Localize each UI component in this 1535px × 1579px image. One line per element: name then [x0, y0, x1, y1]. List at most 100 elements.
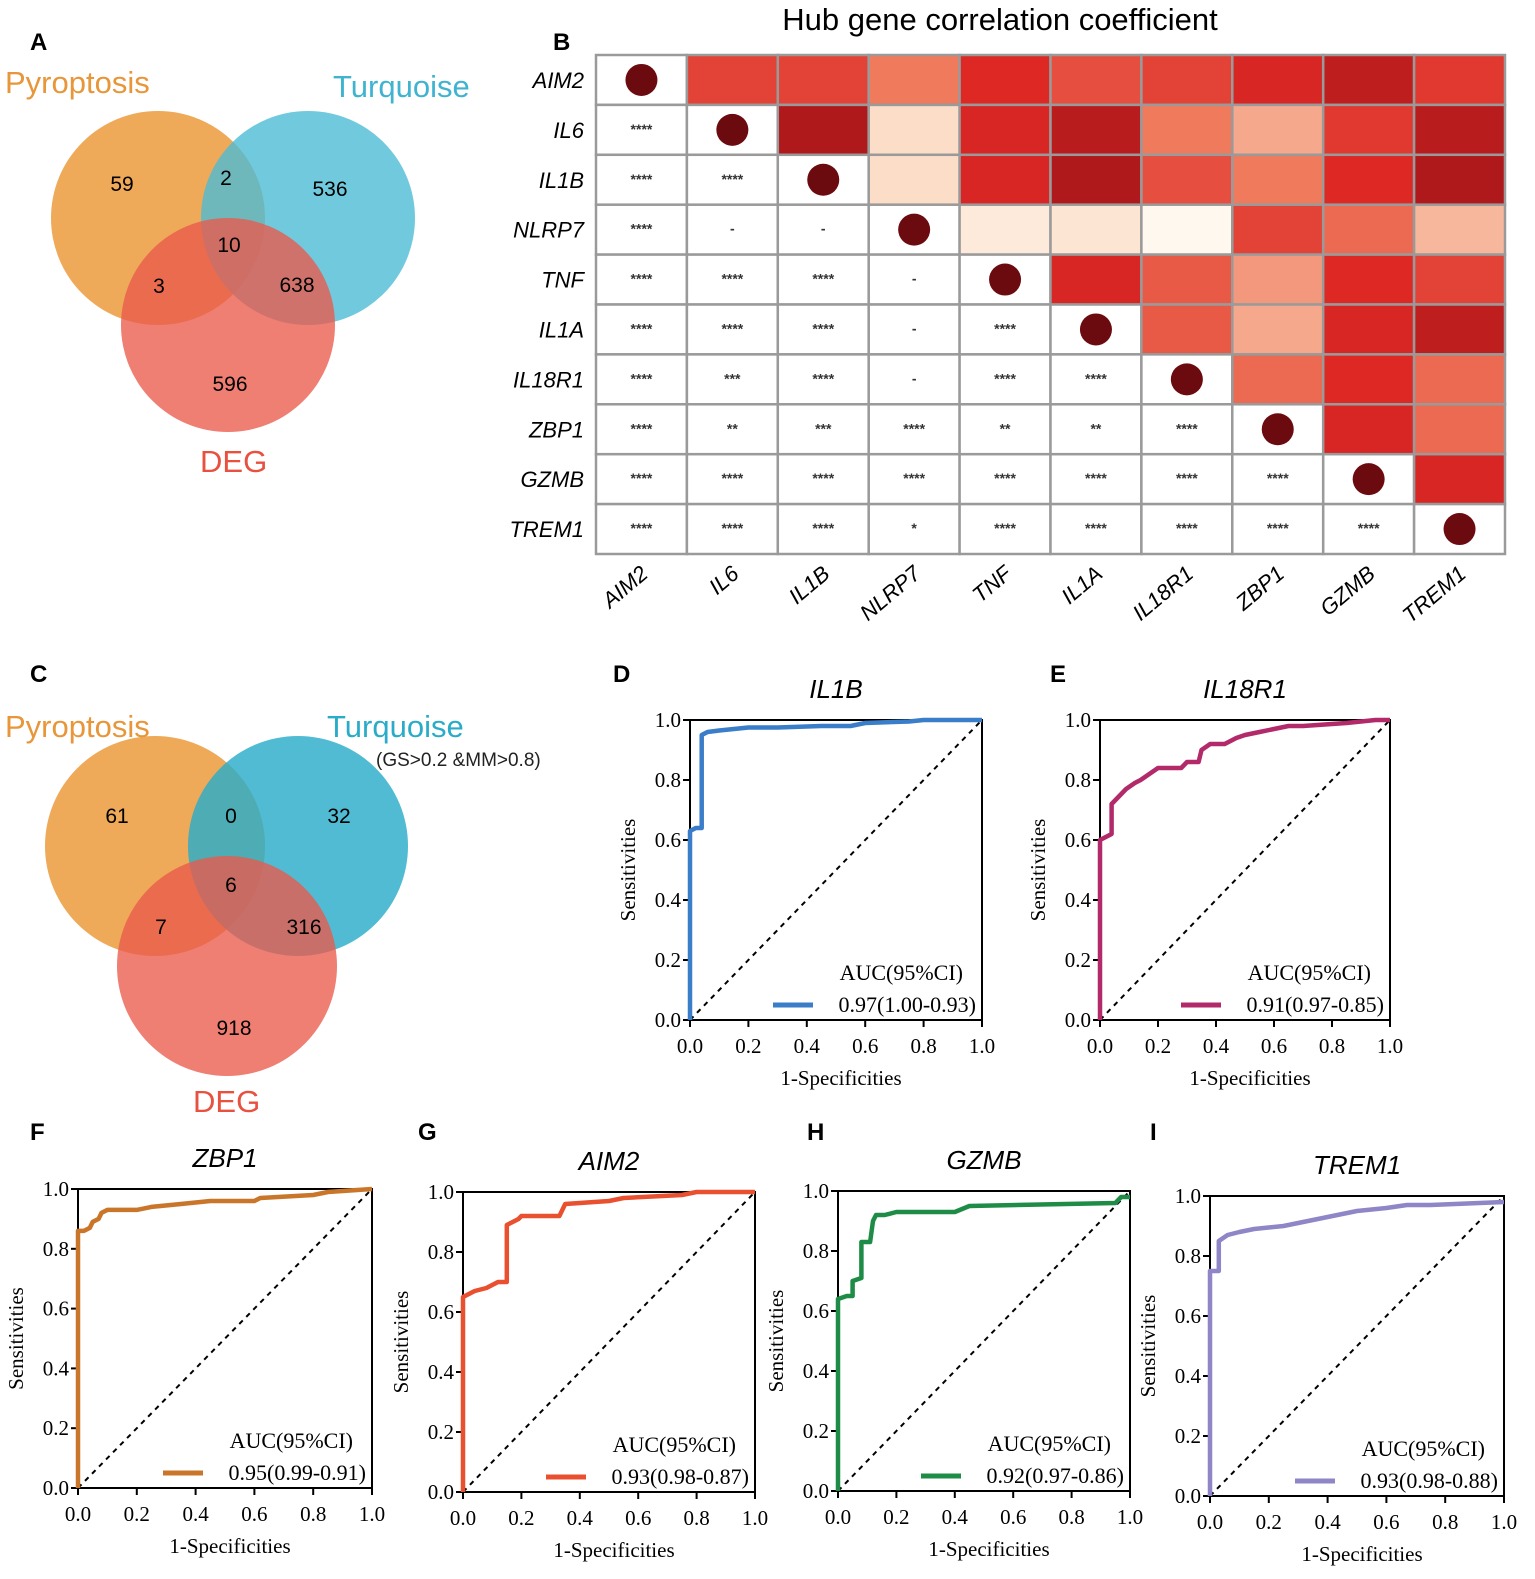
roc-y-tick-label: 0.2: [803, 1419, 829, 1443]
heatmap-significance: ****: [903, 420, 925, 436]
venn-c-deg-only: 918: [216, 1017, 251, 1040]
venn-c-pyroptosis-turquoise: 0: [225, 805, 237, 828]
heatmap-row-label: TNF: [541, 268, 585, 293]
roc-y-tick-label: 0.4: [1065, 888, 1092, 912]
roc-legend-value: 0.91(0.97-0.85): [1247, 992, 1384, 1017]
roc-reference-diagonal: [1209, 1195, 1505, 1497]
heatmap-col-label: NLRP7: [855, 560, 926, 625]
panel-label-i: I: [1150, 1119, 1157, 1146]
heatmap-cell: [1412, 103, 1507, 157]
roc-curve: [75, 1186, 373, 1488]
heatmap-significance: *: [911, 520, 917, 536]
roc-x-tick-label: 0.4: [182, 1502, 209, 1526]
heatmap-cell: [1231, 353, 1325, 406]
heatmap-significance: ***: [815, 420, 832, 436]
heatmap-cell: [1321, 502, 1416, 556]
heatmap-cell: [1321, 103, 1416, 157]
heatmap-cell: [594, 403, 689, 456]
roc-x-axis-label: 1-Specificities: [780, 1066, 901, 1090]
panel-label-h: H: [807, 1119, 824, 1146]
heatmap-cell: [1231, 303, 1325, 356]
roc-x-tick-label: 0.6: [1000, 1505, 1026, 1529]
heatmap-significance: ****: [631, 221, 653, 237]
heatmap-cell: [776, 452, 870, 506]
roc-chart-il1b: IL1B 0.00.0 0.2 0.2 0.4 0.4 0.6 0.6 0.8 0.8 1.0 1.0…: [616, 674, 995, 1090]
heatmap-significance: ****: [631, 171, 653, 187]
heatmap-significance: ****: [1176, 470, 1198, 486]
roc-x-tick-label: 0.0: [677, 1034, 703, 1058]
roc-curve: [1207, 1199, 1505, 1496]
roc-y-tick-label: 0.4: [1175, 1364, 1202, 1388]
heatmap-cell: [685, 53, 780, 107]
roc-title: AIM2: [577, 1146, 640, 1176]
heatmap-row-label: AIM2: [531, 68, 584, 93]
heatmap-col-label: TREM1: [1398, 561, 1471, 628]
heatmap-cell: [1140, 303, 1234, 356]
roc-y-tick-label: 1.0: [43, 1177, 69, 1201]
heatmap-cell: [1140, 103, 1234, 157]
venn-a-deg-label: DEG: [200, 444, 267, 479]
roc-y-tick-label: 0.0: [1175, 1484, 1201, 1508]
heatmap-cell: [776, 103, 870, 157]
heatmap-significance: ****: [812, 320, 834, 336]
roc-x-tick-label: 0.6: [241, 1502, 267, 1526]
roc-x-tick-label: 0.6: [625, 1506, 651, 1530]
heatmap-cell: [1231, 103, 1325, 157]
roc-x-tick-label: 1.0: [742, 1506, 768, 1530]
heatmap-significance: ****: [812, 370, 834, 386]
heatmap-cell: [1049, 153, 1143, 206]
roc-y-tick-label: 0.2: [1065, 948, 1091, 972]
heatmap-significance: -: [821, 221, 826, 237]
heatmap-significance: ****: [721, 470, 743, 486]
roc-title: ZBP1: [191, 1143, 257, 1173]
roc-x-tick-label: 0.0: [825, 1505, 851, 1529]
roc-y-tick-label: 0.6: [428, 1300, 454, 1324]
heatmap-significance: ****: [994, 470, 1016, 486]
heatmap-cell: [867, 502, 961, 556]
panel-label-d: D: [613, 661, 630, 688]
heatmap-cell: [1140, 253, 1234, 306]
roc-y-tick-label: 1.0: [803, 1179, 829, 1203]
roc-curve: [1097, 717, 1390, 1020]
heatmap-cell: [1321, 153, 1416, 206]
heatmap-cell: [1321, 353, 1416, 406]
heatmap-significance: ****: [721, 520, 743, 536]
roc-x-tick-label: 0.6: [852, 1034, 878, 1058]
heatmap-significance: ****: [1176, 420, 1198, 436]
roc-y-tick-label: 0.2: [1175, 1424, 1201, 1448]
roc-x-tick-label: 0.8: [1432, 1510, 1458, 1534]
roc-y-tick-label: 0.6: [1065, 828, 1091, 852]
heatmap-diagonal-dot: [1079, 313, 1112, 346]
roc-legend-value: 0.93(0.98-0.88): [1361, 1468, 1498, 1493]
roc-y-axis-label: Sensitivities: [764, 1290, 788, 1393]
heatmap-significance: ****: [631, 271, 653, 287]
heatmap-significance: ****: [1176, 520, 1198, 536]
heatmap-cell: [1412, 303, 1507, 356]
roc-x-axis-label: 1-Specificities: [169, 1534, 290, 1558]
heatmap-cell: [1231, 53, 1325, 107]
heatmap-diagonal-dot: [1170, 363, 1203, 396]
heatmap-cell: [867, 53, 961, 107]
heatmap-row-label: GZMB: [520, 467, 584, 492]
heatmap-significance: ****: [1358, 520, 1380, 536]
heatmap-cell: [1412, 502, 1507, 556]
roc-x-axis-label: 1-Specificities: [553, 1538, 674, 1562]
roc-y-tick-label: 0.4: [428, 1360, 455, 1384]
roc-x-tick-label: 0.0: [1197, 1510, 1223, 1534]
roc-legend-title: AUC(95%CI): [1248, 960, 1371, 985]
heatmap-significance: ****: [631, 320, 653, 336]
roc-y-tick-label: 1.0: [1065, 708, 1091, 732]
heatmap-col-label: IL1A: [1056, 561, 1107, 609]
heatmap-cell: [1231, 203, 1325, 256]
roc-legend-value: 0.93(0.98-0.87): [612, 1464, 749, 1489]
roc-y-tick-label: 0.6: [803, 1299, 829, 1323]
roc-legend-value: 0.97(1.00-0.93): [839, 992, 976, 1017]
roc-y-axis-label: Sensitivities: [389, 1291, 413, 1394]
heatmap-cell: [594, 153, 689, 206]
roc-title: IL1B: [809, 674, 863, 704]
roc-y-tick-label: 1.0: [655, 708, 681, 732]
roc-x-tick-label: 1.0: [359, 1502, 385, 1526]
heatmap-cell: [594, 452, 689, 506]
heatmap-significance: ****: [812, 271, 834, 287]
roc-y-tick-label: 0.8: [43, 1237, 69, 1261]
